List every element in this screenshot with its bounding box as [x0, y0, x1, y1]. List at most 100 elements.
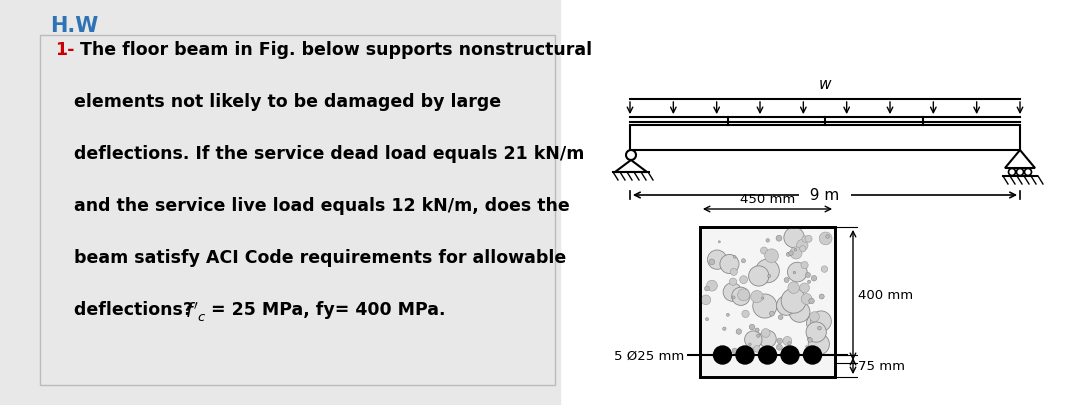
Text: beam satisfy ACI Code requirements for allowable: beam satisfy ACI Code requirements for a… — [75, 248, 566, 266]
Text: w: w — [819, 77, 832, 92]
Circle shape — [809, 298, 814, 304]
Circle shape — [730, 269, 738, 276]
Circle shape — [788, 282, 799, 294]
Circle shape — [1009, 169, 1015, 176]
Text: elements not likely to be damaged by large: elements not likely to be damaged by lar… — [75, 93, 501, 111]
Circle shape — [781, 289, 806, 313]
Circle shape — [756, 260, 780, 283]
Circle shape — [729, 278, 737, 286]
Circle shape — [759, 330, 777, 347]
Circle shape — [777, 338, 783, 344]
Circle shape — [810, 312, 820, 322]
Circle shape — [741, 259, 745, 263]
Text: The floor beam in Fig. below supports nonstructural: The floor beam in Fig. below supports no… — [75, 41, 592, 59]
Circle shape — [784, 228, 805, 248]
Bar — [700, 228, 835, 377]
Circle shape — [754, 345, 760, 352]
Circle shape — [751, 291, 762, 303]
Circle shape — [808, 338, 812, 342]
Circle shape — [724, 346, 727, 350]
Circle shape — [753, 294, 777, 318]
Circle shape — [707, 250, 727, 270]
Text: = 25 MPa, fy= 400 MPa.: = 25 MPa, fy= 400 MPa. — [205, 300, 446, 318]
Circle shape — [801, 237, 808, 243]
Circle shape — [811, 276, 816, 281]
Text: $f'_c$: $f'_c$ — [185, 300, 206, 324]
Circle shape — [733, 256, 737, 259]
Circle shape — [826, 235, 829, 239]
Circle shape — [750, 324, 755, 330]
Circle shape — [808, 337, 811, 341]
Circle shape — [704, 286, 710, 291]
Circle shape — [786, 253, 791, 257]
Circle shape — [706, 281, 717, 291]
Circle shape — [819, 294, 824, 299]
Circle shape — [755, 328, 759, 332]
Circle shape — [807, 313, 826, 333]
Circle shape — [799, 284, 809, 293]
Circle shape — [727, 313, 729, 316]
Circle shape — [805, 236, 812, 243]
Text: 450 mm: 450 mm — [740, 192, 795, 205]
Circle shape — [788, 251, 793, 256]
Circle shape — [777, 236, 782, 241]
Circle shape — [787, 342, 792, 345]
Circle shape — [626, 151, 636, 161]
Circle shape — [740, 276, 747, 284]
Circle shape — [804, 346, 822, 364]
Circle shape — [701, 295, 711, 305]
Circle shape — [821, 266, 827, 273]
Circle shape — [811, 311, 832, 332]
Circle shape — [761, 297, 764, 300]
Circle shape — [732, 296, 735, 299]
Circle shape — [797, 240, 808, 251]
Circle shape — [748, 266, 769, 286]
Circle shape — [777, 344, 782, 350]
Circle shape — [806, 273, 810, 278]
Circle shape — [799, 246, 806, 252]
Circle shape — [789, 302, 810, 322]
Circle shape — [766, 239, 769, 243]
Circle shape — [1016, 169, 1024, 176]
Circle shape — [794, 249, 797, 252]
Circle shape — [757, 334, 760, 337]
Circle shape — [761, 329, 770, 337]
Circle shape — [793, 272, 796, 274]
Circle shape — [744, 331, 762, 348]
Circle shape — [781, 346, 799, 364]
Circle shape — [777, 296, 796, 315]
Polygon shape — [615, 161, 647, 173]
Circle shape — [732, 348, 738, 354]
Circle shape — [808, 281, 811, 283]
Text: 1-: 1- — [55, 41, 75, 59]
Circle shape — [742, 310, 750, 318]
Circle shape — [820, 232, 832, 245]
Text: and the service live load equals 12 kN/m, does the: and the service live load equals 12 kN/m… — [75, 196, 570, 215]
Text: 9 m: 9 m — [800, 188, 850, 203]
Circle shape — [801, 262, 808, 269]
Circle shape — [789, 247, 802, 259]
Circle shape — [765, 249, 779, 263]
Circle shape — [808, 334, 829, 355]
Polygon shape — [1005, 151, 1035, 168]
Circle shape — [720, 255, 739, 274]
Text: 5 Ø25 mm: 5 Ø25 mm — [613, 349, 684, 362]
Bar — [630, 126, 1020, 151]
Bar — [0, 0, 561, 405]
Circle shape — [723, 327, 726, 330]
Bar — [40, 36, 555, 385]
Circle shape — [818, 326, 822, 330]
Circle shape — [724, 283, 742, 302]
Circle shape — [779, 315, 783, 320]
Circle shape — [714, 346, 731, 364]
Text: deflections?: deflections? — [75, 300, 199, 318]
Circle shape — [1025, 169, 1031, 176]
Circle shape — [705, 318, 708, 321]
Bar — [700, 228, 835, 377]
Circle shape — [806, 322, 826, 342]
Circle shape — [806, 346, 808, 348]
Circle shape — [718, 241, 720, 243]
Circle shape — [783, 337, 792, 345]
Circle shape — [758, 346, 777, 364]
Circle shape — [784, 278, 789, 283]
